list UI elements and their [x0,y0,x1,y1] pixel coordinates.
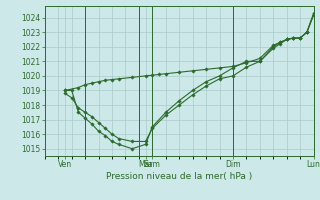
X-axis label: Pression niveau de la mer( hPa ): Pression niveau de la mer( hPa ) [106,172,252,181]
